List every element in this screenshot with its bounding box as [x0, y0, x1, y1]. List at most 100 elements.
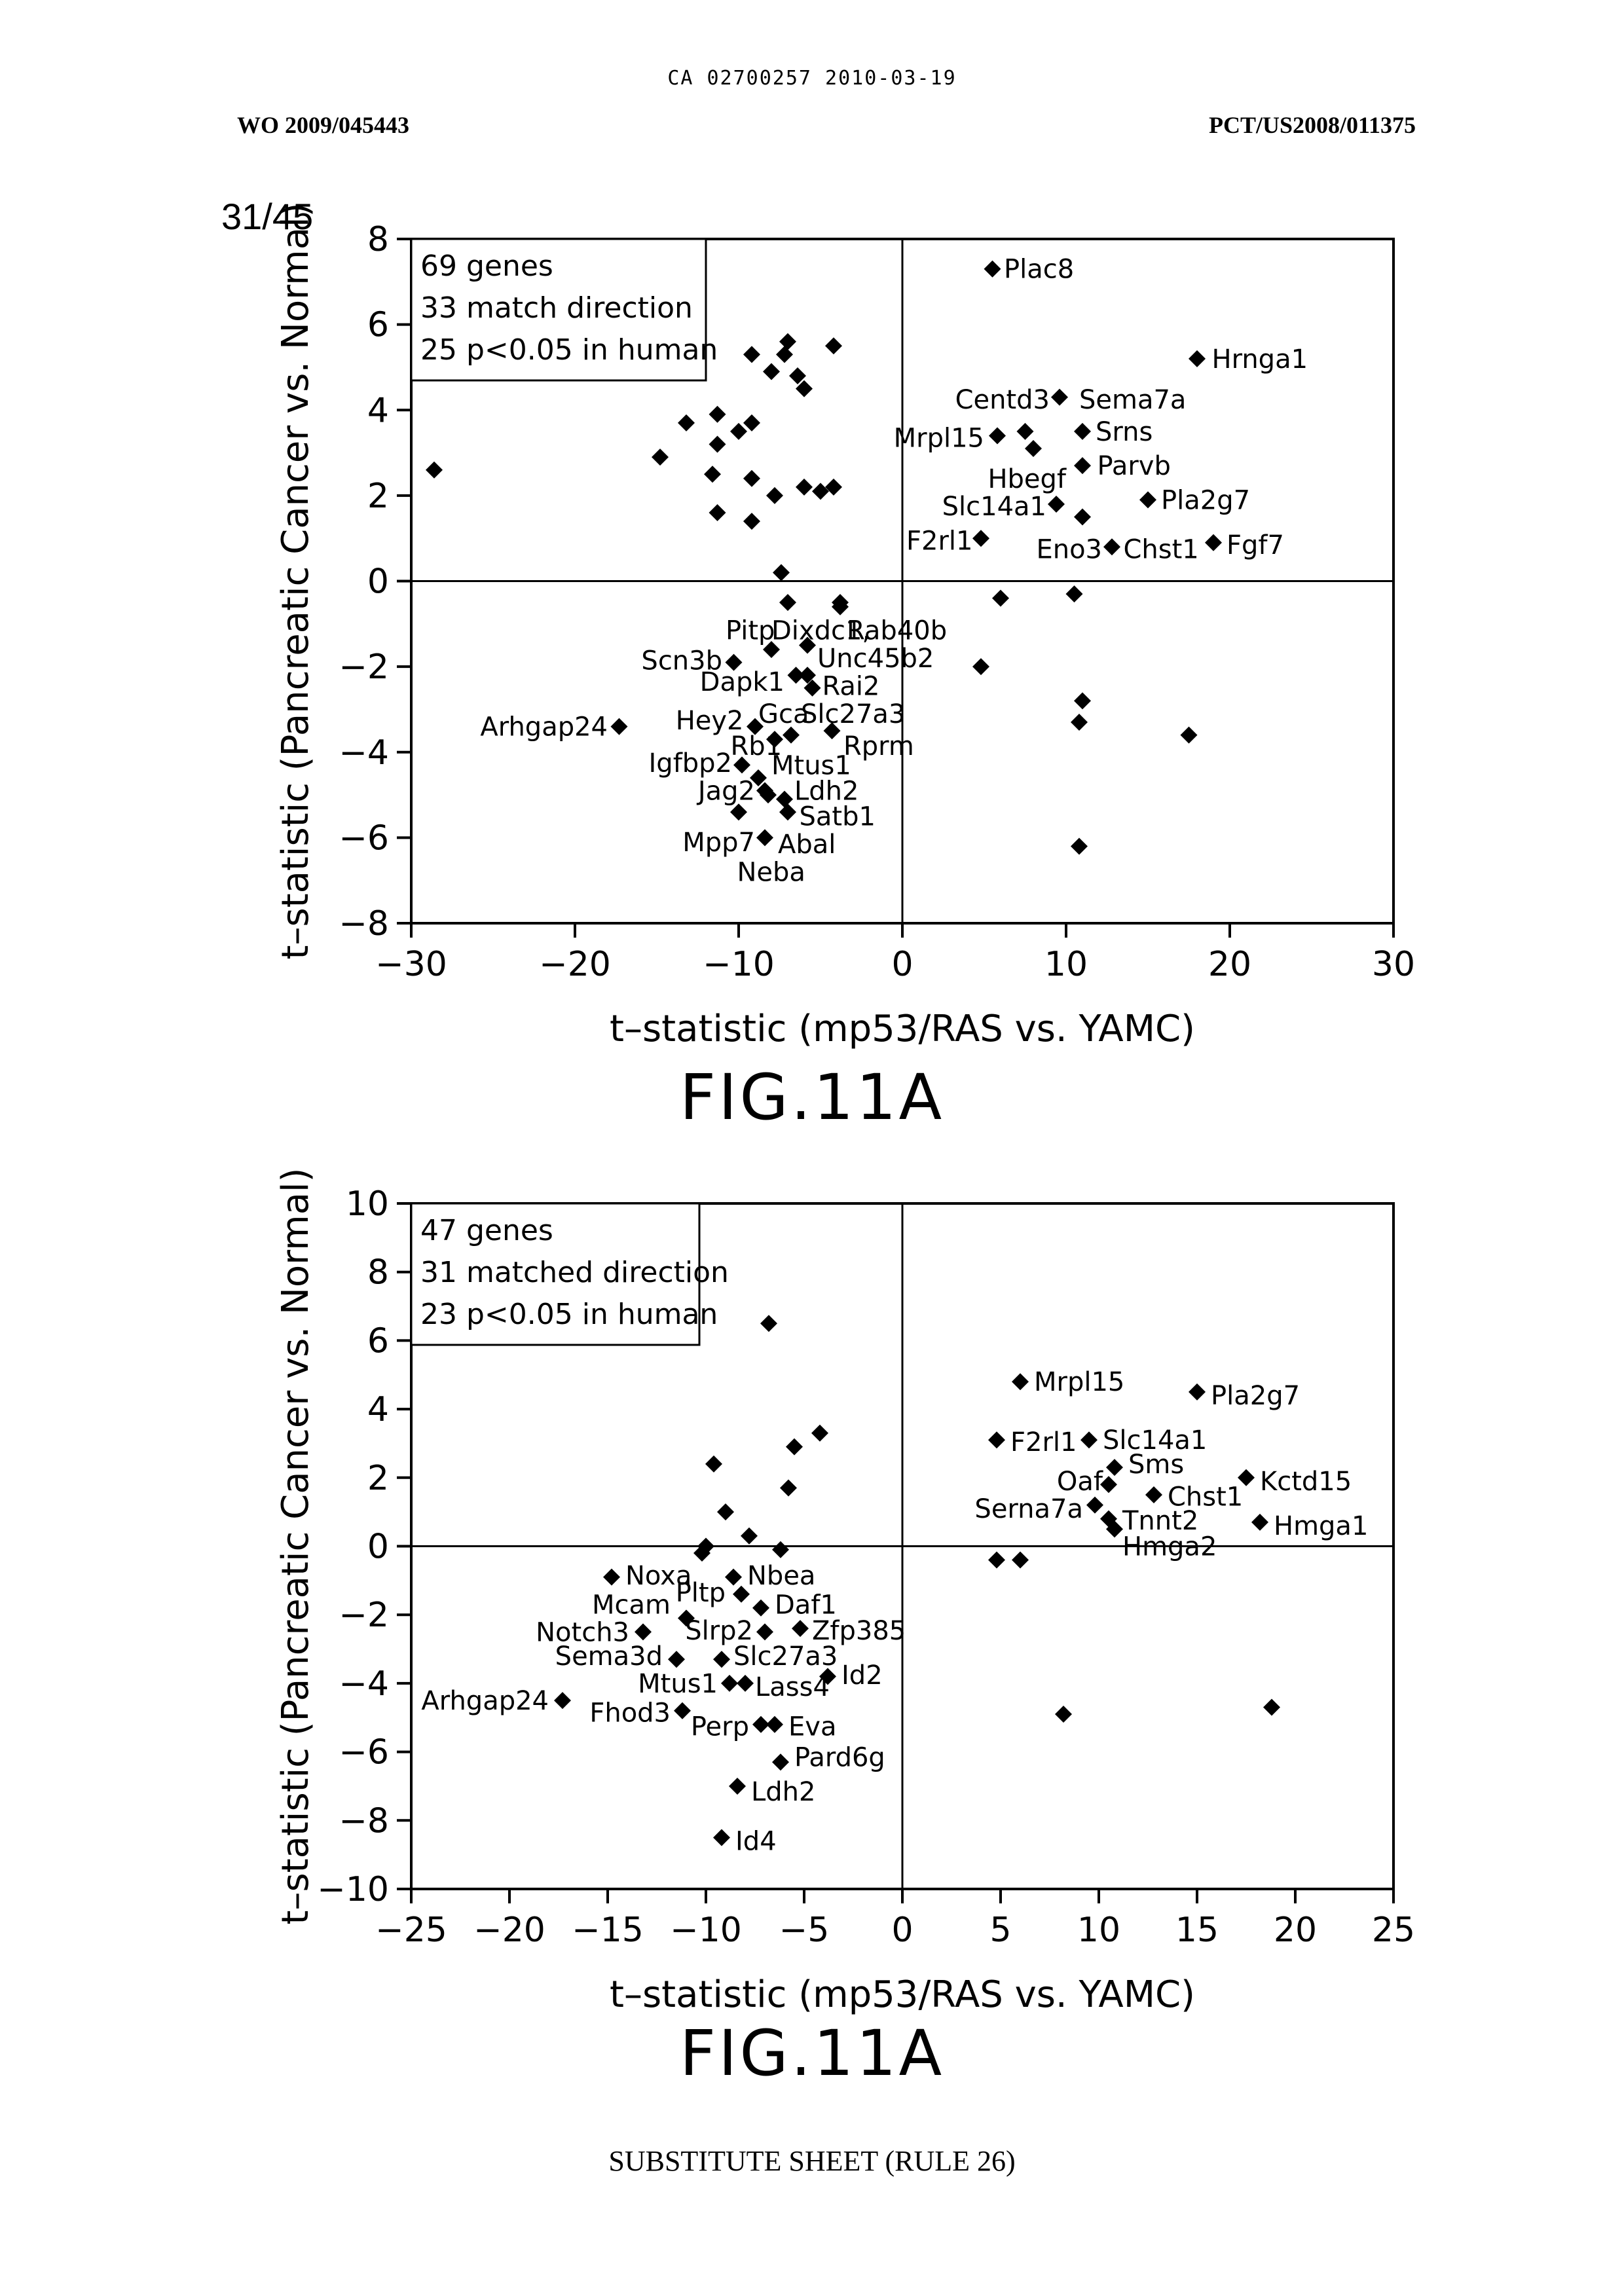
chart1-data-point [611, 718, 628, 735]
chart1-data-point [1181, 727, 1198, 744]
chart1-data-point [426, 462, 443, 479]
chart1-data-point [1017, 423, 1034, 440]
chart1-data-point [763, 363, 780, 380]
chart2-data-point [729, 1778, 746, 1795]
chart2-data-point [721, 1675, 738, 1692]
chart2-data-point [1012, 1373, 1029, 1390]
chart2-point-label: Slc27a3 [733, 1641, 838, 1672]
chart1-data-point [1048, 496, 1065, 513]
chart1-data-point [776, 346, 793, 363]
chart2-data-point [603, 1569, 620, 1586]
chart2-point-label: Pltp [676, 1578, 726, 1608]
chart1-point-label: Sema7a [1079, 385, 1186, 415]
chart2-point-label: Mrpl15 [1034, 1367, 1124, 1397]
chart1-point-label: Mrpl15 [894, 424, 984, 454]
chart2-legend-line: 23 p<0.05 in human [420, 1298, 718, 1331]
chart1-data-point [825, 337, 842, 354]
chart1-x-tick-label: 10 [1044, 945, 1088, 984]
chart1-data-point [776, 791, 793, 808]
chart1-x-tick-label: 30 [1372, 945, 1415, 984]
chart1-y-tick-label: −6 [339, 818, 389, 858]
chart1-data-point [984, 261, 1001, 278]
chart1-data-point [796, 479, 813, 496]
chart2-y-tick-label: −4 [339, 1664, 389, 1704]
chart1-legend-line: 25 p<0.05 in human [420, 333, 718, 367]
chart1-x-axis-title: t–statistic (mp53/RAS vs. YAMC) [610, 1008, 1195, 1050]
chart2-data-point [988, 1431, 1005, 1448]
chart2-data-point [741, 1528, 758, 1545]
chart2-data-point [668, 1651, 685, 1668]
chart2-y-tick-label: 2 [367, 1459, 389, 1498]
chart1-point-label: Pla2g7 [1161, 485, 1250, 515]
chart2-point-label: Mtus1 [638, 1669, 718, 1699]
chart1-point-label: Satb1 [800, 802, 876, 832]
chart1-data-point [773, 564, 790, 581]
chart1-data-point [743, 414, 760, 431]
chart2-data-point [811, 1425, 828, 1442]
chart1-data-point [1074, 457, 1091, 474]
chart2-point-label: Kctd15 [1260, 1467, 1352, 1497]
chart2-data-point [756, 1623, 773, 1640]
chart2-x-tick-label: 0 [891, 1911, 913, 1950]
figure-label-top: FIG.11A [0, 1061, 1624, 1134]
chart2-point-label: Fhod3 [589, 1698, 671, 1728]
chart1-data-point [678, 414, 695, 431]
chart1-data-point [756, 829, 773, 846]
chart2-data-point [792, 1620, 809, 1637]
chart1-y-tick-label: −8 [339, 904, 389, 944]
chart2-legend-line: 31 matched direction [420, 1256, 729, 1289]
chart1-data-point [972, 658, 989, 675]
chart2-point-label: Id4 [735, 1827, 777, 1857]
chart1-data-point [766, 487, 783, 504]
chart1-point-label: Jag2 [696, 777, 755, 807]
chart1-data-point [779, 333, 796, 350]
chart2-y-tick-label: −6 [339, 1733, 389, 1772]
chart2-data-point [772, 1753, 789, 1770]
chart2-x-tick-label: 25 [1372, 1911, 1415, 1950]
chart2-data-point [725, 1569, 742, 1586]
chart2-data-point [988, 1551, 1005, 1568]
chart1-y-tick-label: −4 [339, 733, 389, 773]
chart2-x-tick-label: 10 [1077, 1911, 1120, 1950]
figure-label-bottom: FIG.11A [0, 2017, 1624, 2090]
chart2-data-point [1080, 1431, 1098, 1448]
chart2-data-point [713, 1651, 730, 1668]
chart2-data-point [705, 1456, 722, 1473]
chart1-data-point [972, 530, 989, 547]
chart2-point-label: Serna7a [974, 1494, 1083, 1524]
chart1-y-tick-label: 8 [367, 220, 389, 259]
chart1-y-tick-label: 0 [367, 562, 389, 602]
chart2-data-point [717, 1503, 734, 1520]
chart1-point-label: Abal [778, 830, 836, 860]
chart2-data-point [786, 1439, 803, 1456]
chart1-y-tick-label: 2 [367, 477, 389, 516]
chart2-point-label: Pla2g7 [1211, 1381, 1300, 1411]
chart1-data-point [1025, 440, 1042, 457]
chart2-x-tick-label: −15 [572, 1911, 644, 1950]
chart1-point-label: Hrnga1 [1212, 344, 1308, 375]
chart2-data-point [554, 1692, 571, 1709]
chart1-data-point [1103, 538, 1120, 555]
chart2-data-point [760, 1315, 777, 1332]
chart2-x-tick-label: −5 [779, 1911, 830, 1950]
chart2-y-tick-label: 8 [367, 1253, 389, 1292]
chart2-data-point [713, 1829, 730, 1846]
chart1-y-tick-label: 4 [367, 391, 389, 430]
chart1-data-point [825, 479, 842, 496]
chart2-data-point [780, 1480, 797, 1497]
chart2-data-point [766, 1716, 783, 1733]
chart2-point-label: Ldh2 [751, 1777, 815, 1807]
chart2-y-tick-label: −2 [339, 1596, 389, 1635]
chart2-data-point [1263, 1699, 1280, 1716]
chart2-x-tick-label: −10 [670, 1911, 742, 1950]
chart2-point-label: Nbea [747, 1561, 815, 1591]
chart2-x-tick-label: 15 [1175, 1911, 1219, 1950]
chart2-y-tick-label: 6 [367, 1321, 389, 1361]
chart1-data-point [743, 470, 760, 487]
chart2-x-tick-label: −25 [375, 1911, 447, 1950]
chart1-point-label: Slc14a1 [942, 492, 1046, 522]
chart1-x-tick-label: 20 [1208, 945, 1251, 984]
chart2-point-label: Lass4 [755, 1672, 830, 1702]
chart2-data-point [737, 1675, 754, 1692]
chart1-point-label: F2rl1 [906, 526, 972, 556]
